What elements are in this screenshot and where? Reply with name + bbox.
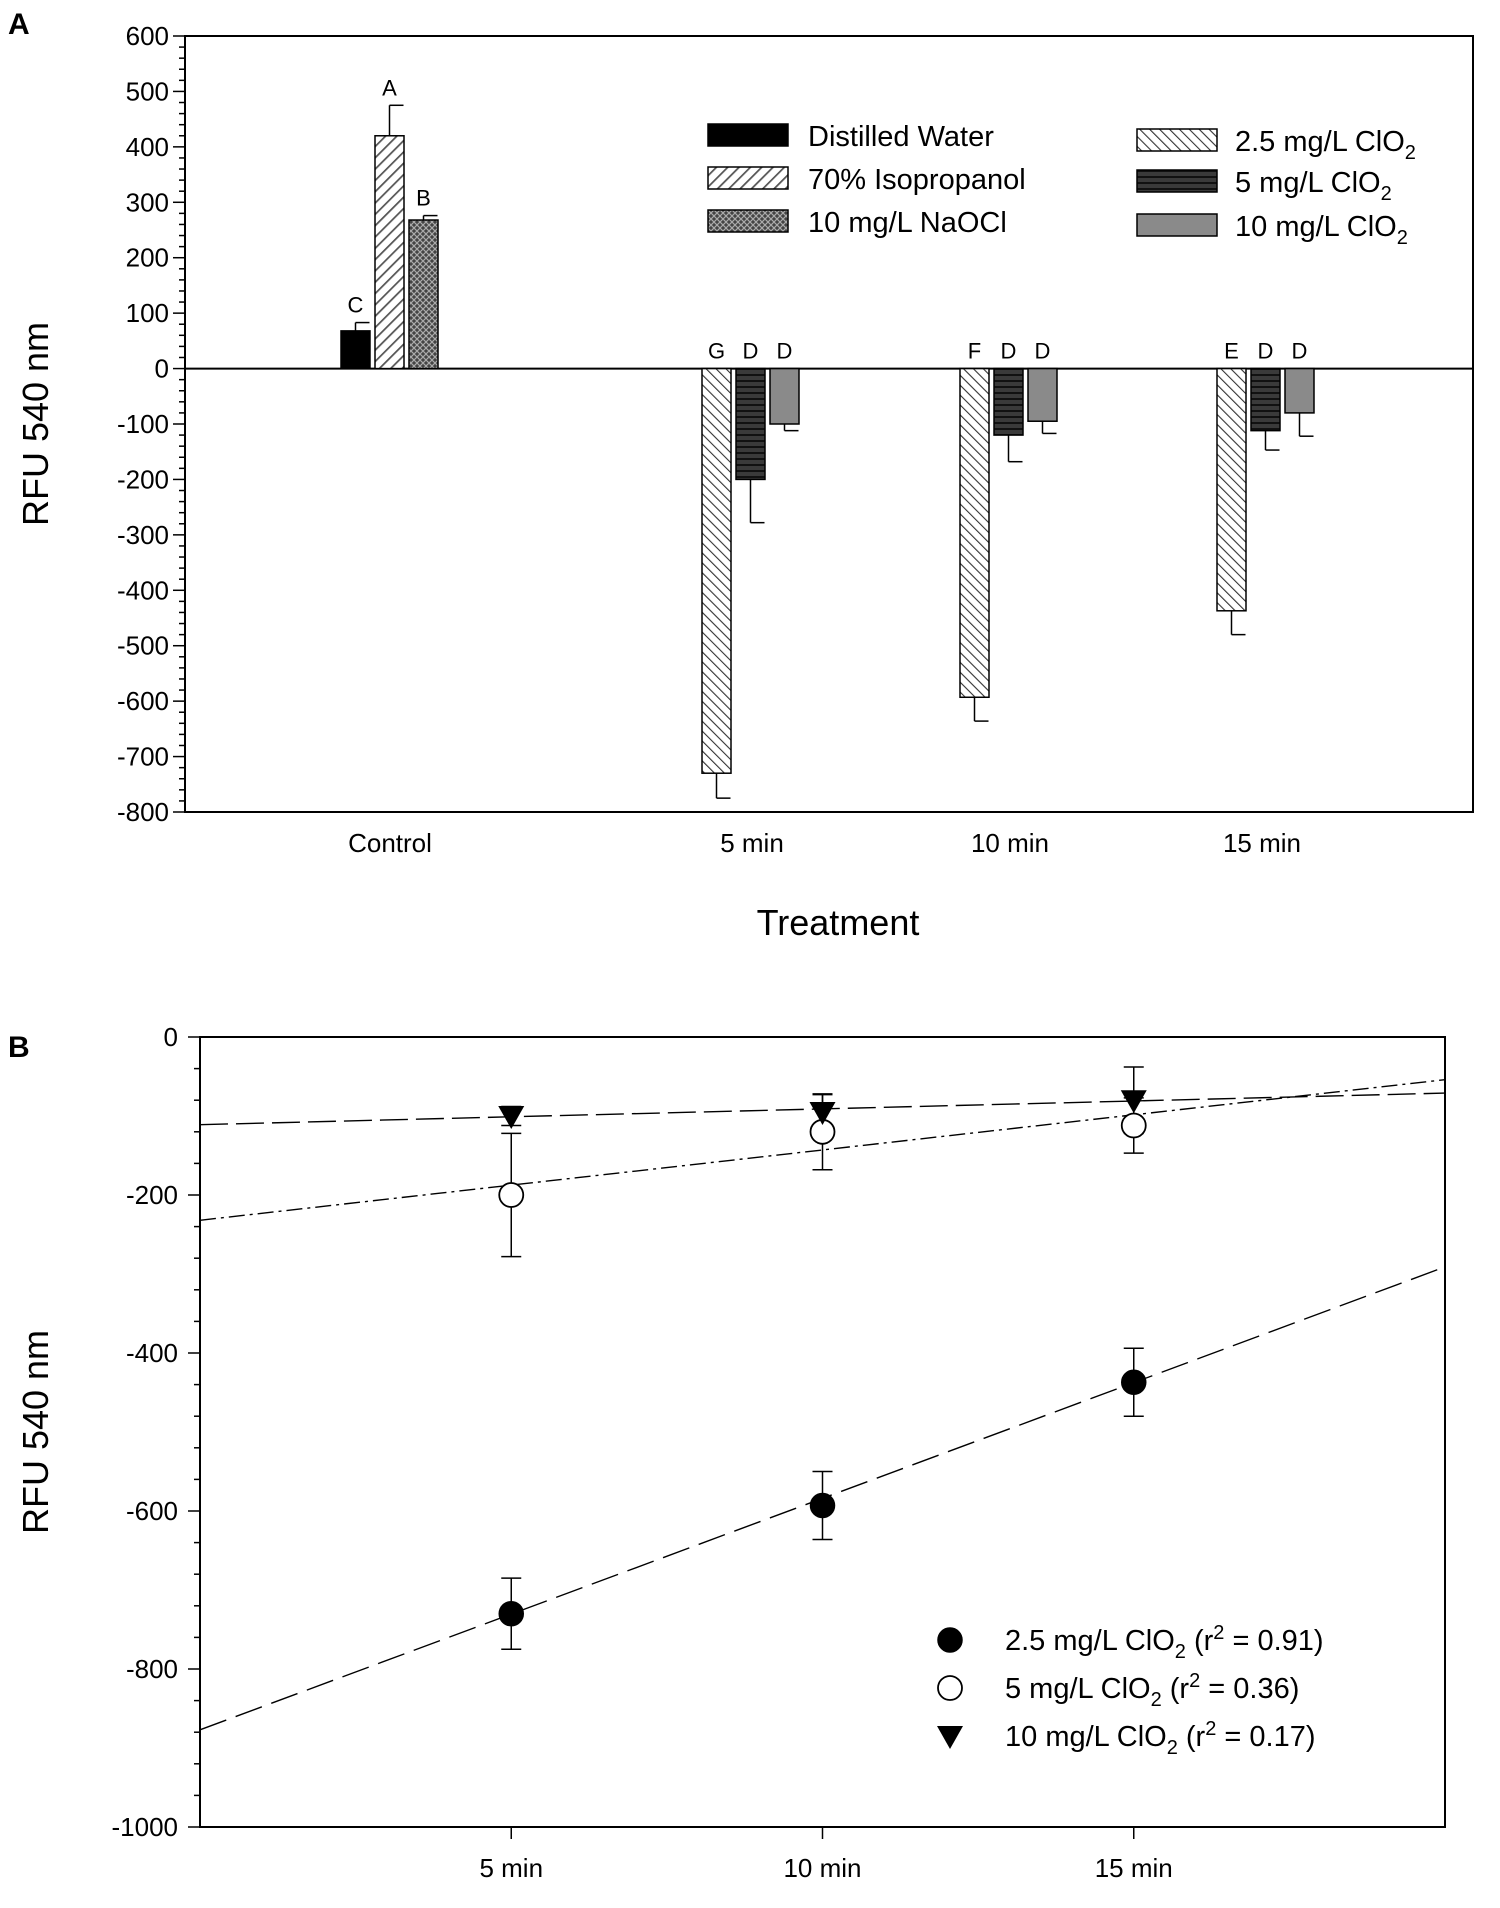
data-point-s5 — [498, 1182, 525, 1208]
y-tick-label: -800 — [126, 1654, 178, 1684]
significance-letter: G — [708, 339, 725, 364]
y-tick-label: -1000 — [112, 1812, 179, 1842]
panel-a-chart: 600 500 400 300 200 100 0 -100 -200 -300 -400 -500 -… — [15, 21, 1474, 943]
bar-c10 — [1284, 367, 1315, 414]
y-tick-label: 300 — [126, 187, 169, 217]
bar-c25 — [701, 367, 732, 774]
significance-letter: A — [382, 75, 397, 100]
legend-marker-s25 — [937, 1627, 963, 1653]
x-tick-label: Control — [348, 828, 432, 858]
bar-c25 — [959, 367, 990, 699]
legend-swatch-naocl — [707, 209, 789, 233]
legend-label: Distilled Water — [808, 121, 994, 153]
bar-c5 — [1250, 367, 1281, 432]
y-tick-label: -500 — [117, 631, 169, 661]
legend-swatch-c25 — [1136, 128, 1218, 152]
significance-letter: D — [1001, 339, 1017, 364]
significance-letter: D — [777, 339, 793, 364]
significance-letter: D — [1035, 339, 1051, 364]
y-tick-label: 500 — [126, 76, 169, 106]
significance-letter: D — [1258, 339, 1274, 364]
significance-letter: C — [348, 293, 364, 318]
y-tick-label: 0 — [164, 1022, 178, 1052]
bar-dw — [340, 330, 371, 370]
legend-swatch-c10 — [1136, 213, 1218, 237]
y-tick-label: -200 — [117, 464, 169, 494]
significance-letter: B — [416, 186, 431, 211]
bar-c25 — [1216, 367, 1247, 612]
legend-label: 5 mg/L ClO2 (r2 = 0.36) — [1005, 1670, 1299, 1711]
y-tick-label: 600 — [126, 21, 169, 51]
panel-a-label: A — [8, 8, 30, 41]
y-tick-label: 200 — [126, 243, 169, 273]
bar-iso — [374, 135, 405, 370]
x-tick-label: 5 min — [720, 828, 784, 858]
data-point-s25 — [1121, 1369, 1147, 1395]
y-axis-title: RFU 540 nm — [15, 322, 56, 526]
bar-c10 — [1027, 367, 1058, 422]
y-tick-label: 100 — [126, 298, 169, 328]
y-tick-label: 400 — [126, 132, 169, 162]
legend-marker-s10 — [937, 1726, 963, 1749]
data-point-s10 — [809, 1102, 836, 1126]
x-tick-label: 15 min — [1095, 1853, 1173, 1883]
fit-line-s5 — [199, 1078, 1446, 1221]
panel-b-label: B — [8, 1031, 30, 1064]
legend-label: 5 mg/L ClO2 — [1235, 167, 1392, 205]
legend-label: 2.5 mg/L ClO2 — [1235, 126, 1416, 164]
y-tick-label: -400 — [126, 1338, 178, 1368]
significance-letter: E — [1224, 339, 1239, 364]
panel-b-chart: 0 -200 -400 -600 -800 -1000 5 min 10 min 15 min R… — [15, 1022, 1446, 1883]
y-tick-label: -700 — [117, 742, 169, 772]
significance-letter: F — [968, 339, 981, 364]
y-tick-label: -100 — [117, 409, 169, 439]
data-point-s10 — [1120, 1090, 1147, 1114]
y-tick-label: -400 — [117, 575, 169, 605]
x-tick-label: 10 min — [783, 1853, 861, 1883]
y-tick-label: -600 — [126, 1496, 178, 1526]
significance-letter: D — [1292, 339, 1308, 364]
y-tick-label: -300 — [117, 520, 169, 550]
x-tick-label: 5 min — [479, 1853, 543, 1883]
y-tick-label: -800 — [117, 797, 169, 827]
y-tick-label: -200 — [126, 1180, 178, 1210]
bar-c10 — [769, 367, 800, 425]
y-tick-label: -600 — [117, 686, 169, 716]
bar-naocl — [408, 219, 439, 370]
data-point-s25 — [498, 1600, 524, 1627]
data-point-s10 — [498, 1106, 525, 1129]
bar-c5 — [993, 367, 1024, 436]
legend-label: 10 mg/L ClO2 — [1235, 211, 1408, 249]
data-point-s25 — [809, 1492, 836, 1519]
legend-label: 10 mg/L ClO2 (r2 = 0.17) — [1005, 1718, 1316, 1759]
legend-swatch-iso — [707, 166, 789, 190]
y-tick-label: 0 — [155, 354, 169, 384]
legend-swatch-c5 — [1136, 169, 1218, 193]
legend-swatch-dw — [707, 123, 789, 147]
bar-c5 — [735, 367, 766, 481]
legend-marker-s5 — [937, 1675, 963, 1701]
y-axis-title: RFU 540 nm — [15, 1330, 56, 1534]
legend-label: 70% Isopropanol — [808, 164, 1026, 196]
legend-label: 10 mg/L NaOCl — [808, 207, 1007, 239]
x-tick-label: 10 min — [971, 828, 1049, 858]
data-point-s5 — [1120, 1112, 1147, 1139]
legend-label: 2.5 mg/L ClO2 (r2 = 0.91) — [1005, 1622, 1324, 1663]
significance-letter: D — [743, 339, 759, 364]
x-axis-title: Treatment — [757, 902, 920, 943]
x-tick-label: 15 min — [1223, 828, 1301, 858]
